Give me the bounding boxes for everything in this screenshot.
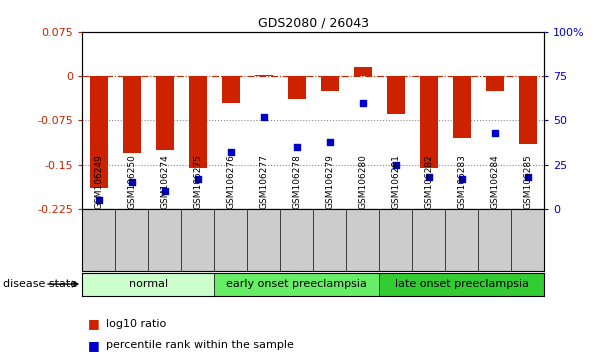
Bar <box>156 76 174 150</box>
Point <box>226 149 235 155</box>
Text: percentile rank within the sample: percentile rank within the sample <box>106 340 294 350</box>
Bar <box>221 76 240 103</box>
Bar <box>288 76 306 98</box>
Point <box>523 174 533 180</box>
Text: early onset preeclampsia: early onset preeclampsia <box>226 279 367 289</box>
Point <box>424 174 434 180</box>
Point <box>292 144 302 150</box>
Bar <box>452 76 471 138</box>
Point <box>193 176 202 182</box>
Text: late onset preeclampsia: late onset preeclampsia <box>395 279 528 289</box>
Point <box>490 130 500 136</box>
Bar <box>122 76 140 153</box>
Bar <box>89 76 108 188</box>
Bar <box>353 67 371 76</box>
Bar <box>320 76 339 91</box>
Text: ■: ■ <box>88 318 100 330</box>
Point <box>160 188 170 194</box>
Bar <box>486 76 503 91</box>
Point <box>325 139 334 144</box>
Point <box>126 179 136 185</box>
Bar <box>214 273 379 296</box>
Bar <box>519 76 537 144</box>
Bar <box>255 75 272 76</box>
Point <box>358 100 367 105</box>
Point <box>391 162 401 167</box>
Text: normal: normal <box>128 279 168 289</box>
Bar <box>188 76 207 167</box>
Bar <box>387 76 405 114</box>
Text: log10 ratio: log10 ratio <box>106 319 167 329</box>
Bar <box>82 273 214 296</box>
Bar <box>420 76 438 167</box>
Point <box>457 176 466 182</box>
Bar <box>379 273 544 296</box>
Title: GDS2080 / 26043: GDS2080 / 26043 <box>258 16 368 29</box>
Point <box>259 114 269 120</box>
Point <box>94 197 103 203</box>
Text: ■: ■ <box>88 339 100 352</box>
Text: disease state: disease state <box>3 279 77 289</box>
